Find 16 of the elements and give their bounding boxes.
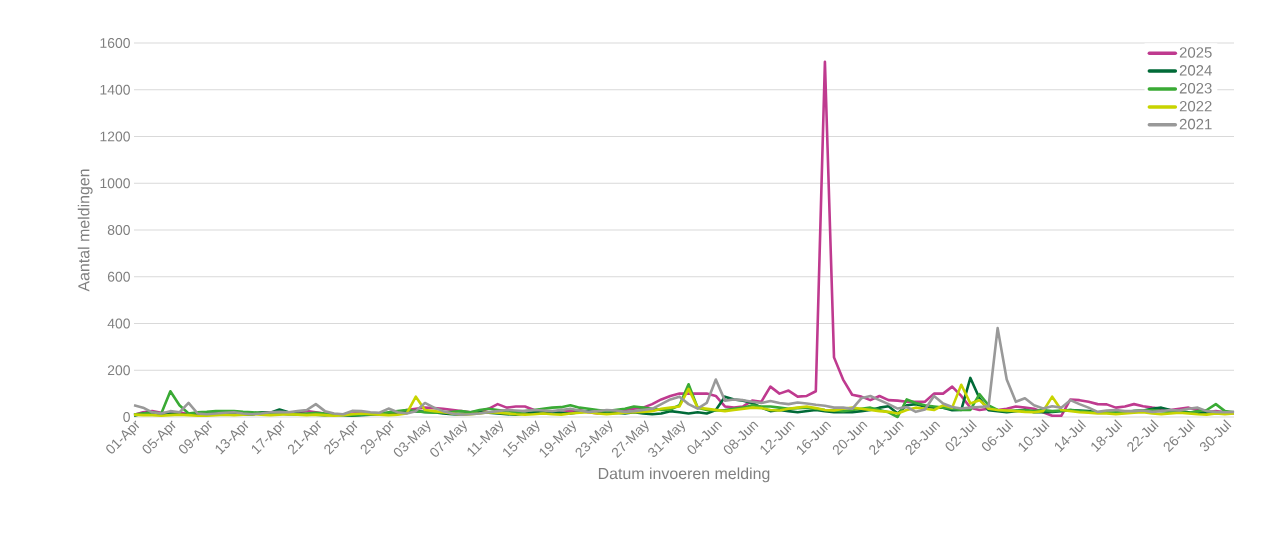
- y-tick-label: 800: [107, 225, 130, 235]
- y-tick-label: 1400: [100, 84, 130, 95]
- x-axis-title: Datum invoeren melding: [598, 467, 770, 483]
- legend-label: 2022: [1179, 100, 1212, 112]
- legend-label: 2023: [1179, 83, 1212, 94]
- legend-label: 2024: [1179, 65, 1212, 76]
- y-tick-label: 600: [107, 271, 130, 282]
- y-tick-label: 1600: [100, 38, 130, 48]
- y-tick-label: 0: [123, 412, 130, 422]
- legend-label: 2021: [1179, 118, 1212, 130]
- y-tick-label: 200: [107, 365, 130, 376]
- y-axis-title: Aantal meldingen: [77, 169, 93, 292]
- y-tick-label: 1200: [100, 131, 130, 142]
- y-tick-label: 400: [107, 318, 130, 329]
- legend-label: 2025: [1179, 47, 1212, 58]
- y-tick-label: 1000: [100, 178, 130, 189]
